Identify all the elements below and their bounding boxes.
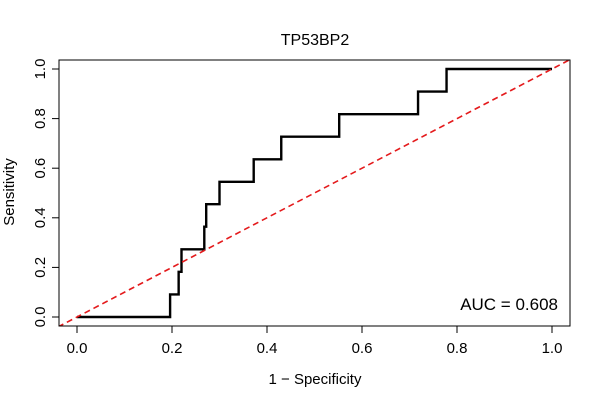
- y-tick-label: 0.6: [32, 158, 49, 179]
- auc-annotation: AUC = 0.608: [460, 295, 558, 314]
- x-tick-label: 0.4: [257, 340, 278, 357]
- plot-area: 0.0 0.2 0.4 0.6 0.8 1.0 0.0 0.2 0.4 0.6 0.8 1.0: [32, 59, 571, 357]
- x-tick-label: 1.0: [542, 340, 563, 357]
- y-tick-label: 0.0: [32, 307, 49, 328]
- x-tick-label: 0.0: [67, 340, 88, 357]
- x-axis-label: 1 − Specificity: [269, 371, 362, 388]
- x-tick-label: 0.2: [162, 340, 183, 357]
- x-tick-label: 0.8: [447, 340, 468, 357]
- y-axis-label: Sensitivity: [1, 158, 18, 226]
- chance-diagonal-line: [59, 60, 570, 326]
- roc-curve-line: [77, 67, 552, 319]
- y-tick-label: 0.4: [32, 207, 49, 228]
- y-tick-label: 1.0: [32, 59, 49, 80]
- chart-title: TP53BP2: [281, 32, 350, 49]
- y-tick-label: 0.8: [32, 108, 49, 129]
- y-tick-label: 0.2: [32, 257, 49, 278]
- x-tick-label: 0.6: [352, 340, 373, 357]
